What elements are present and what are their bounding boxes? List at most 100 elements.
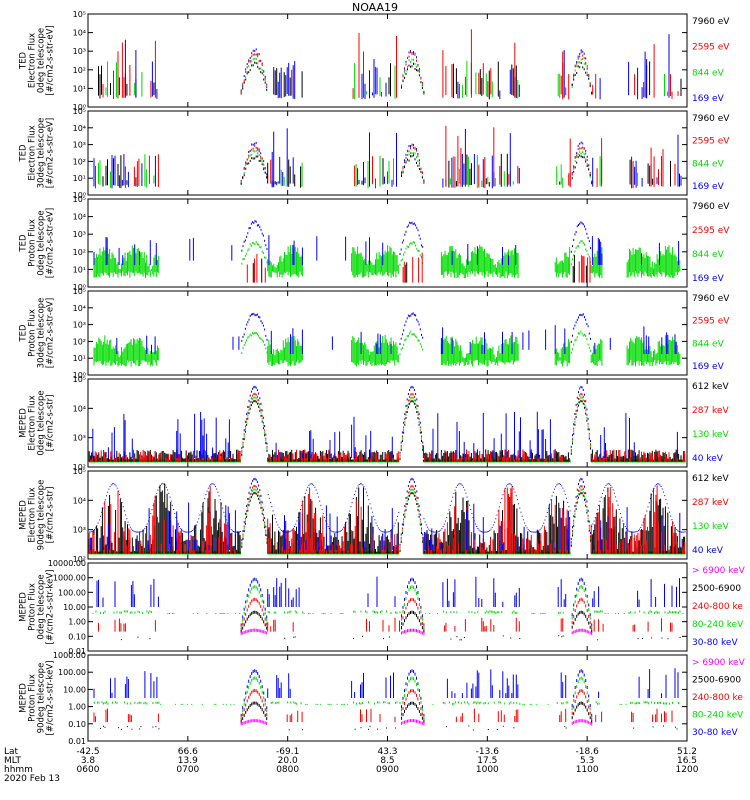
data-point <box>253 242 255 245</box>
data-point <box>404 413 406 415</box>
data-point <box>403 253 405 256</box>
data-point <box>423 518 425 520</box>
legend-entry: 7960 eV <box>692 202 730 212</box>
data-point <box>356 487 358 489</box>
data-point <box>413 52 414 55</box>
data-point <box>582 54 584 57</box>
data-point <box>250 482 252 485</box>
data-point <box>586 71 588 74</box>
data-point <box>407 406 409 409</box>
y-axis-label-line: 30deg telescope <box>37 298 47 369</box>
data-point <box>262 427 264 430</box>
data-point <box>586 74 588 77</box>
data-point <box>155 496 157 498</box>
data-point <box>254 392 256 395</box>
data-point <box>304 492 306 494</box>
data-point <box>585 152 587 155</box>
data-point <box>260 402 262 405</box>
data-point <box>244 517 246 520</box>
data-point <box>419 421 421 424</box>
data-point <box>416 336 418 339</box>
data-point <box>263 78 265 81</box>
data-point <box>412 333 414 336</box>
data-point <box>418 67 420 70</box>
data-point <box>585 334 587 337</box>
data-point <box>512 486 514 487</box>
data-point <box>586 338 588 341</box>
data-point <box>407 393 409 395</box>
y-axis-label: MEPED Proton Flux 90deg telescope [#/cm2-s-… <box>19 661 56 736</box>
data-point <box>597 509 599 511</box>
data-point <box>259 406 261 409</box>
data-point <box>489 530 491 531</box>
data-point <box>410 330 412 333</box>
data-point <box>120 497 122 499</box>
data-point <box>580 58 582 61</box>
data-point <box>250 492 252 495</box>
data-point <box>248 162 250 165</box>
data-point <box>581 222 583 225</box>
data-point <box>421 435 422 438</box>
data-point <box>588 332 590 335</box>
data-point <box>574 233 576 236</box>
data-point <box>258 484 260 487</box>
data-point <box>230 529 232 531</box>
plot-title: NOAA19 <box>351 1 399 14</box>
data-point <box>318 496 319 498</box>
data-point <box>580 491 582 494</box>
data-point <box>413 146 414 149</box>
data-point <box>129 526 131 528</box>
data-point <box>264 523 266 526</box>
data-point <box>173 509 175 510</box>
data-point <box>242 87 244 90</box>
data-point <box>388 531 390 533</box>
data-point <box>399 253 401 255</box>
data-point <box>574 74 576 76</box>
data-point <box>213 484 215 486</box>
data-point <box>585 318 587 321</box>
data-point <box>252 157 254 160</box>
data-point <box>401 333 403 336</box>
data-point <box>577 156 579 159</box>
data-point <box>585 63 587 66</box>
data-point <box>255 62 257 65</box>
data-point <box>401 437 403 440</box>
data-point <box>573 519 575 522</box>
data-point <box>621 516 623 518</box>
data-point <box>319 500 321 502</box>
data-point <box>92 530 94 532</box>
data-point <box>90 531 92 533</box>
data-point <box>273 514 275 516</box>
data-point <box>588 435 590 438</box>
data-point <box>411 242 413 245</box>
data-point <box>261 160 263 163</box>
data-point <box>256 389 258 391</box>
data-point <box>409 395 411 398</box>
data-point <box>412 386 414 389</box>
data-point <box>410 386 412 389</box>
data-point <box>634 531 636 533</box>
data-point <box>257 55 259 58</box>
legend-entry: 40 keV <box>692 454 724 464</box>
data-point <box>570 250 572 253</box>
data-point <box>242 82 244 85</box>
data-point <box>586 419 588 422</box>
data-point <box>405 72 407 75</box>
data-point <box>307 486 309 488</box>
data-point <box>211 483 213 485</box>
data-point <box>453 492 455 494</box>
data-point <box>246 423 248 426</box>
data-point <box>253 332 255 335</box>
legend-entry: 130 keV <box>692 430 729 440</box>
data-point <box>410 397 412 400</box>
data-point <box>265 347 267 350</box>
data-point <box>579 394 581 397</box>
data-point <box>242 336 244 338</box>
data-point <box>401 527 403 530</box>
data-point <box>264 81 266 84</box>
data-point <box>242 445 244 448</box>
data-point <box>405 320 407 323</box>
y-axis-label-line: 0deg telescope <box>37 574 47 639</box>
data-point <box>241 542 243 545</box>
data-point <box>263 168 265 171</box>
